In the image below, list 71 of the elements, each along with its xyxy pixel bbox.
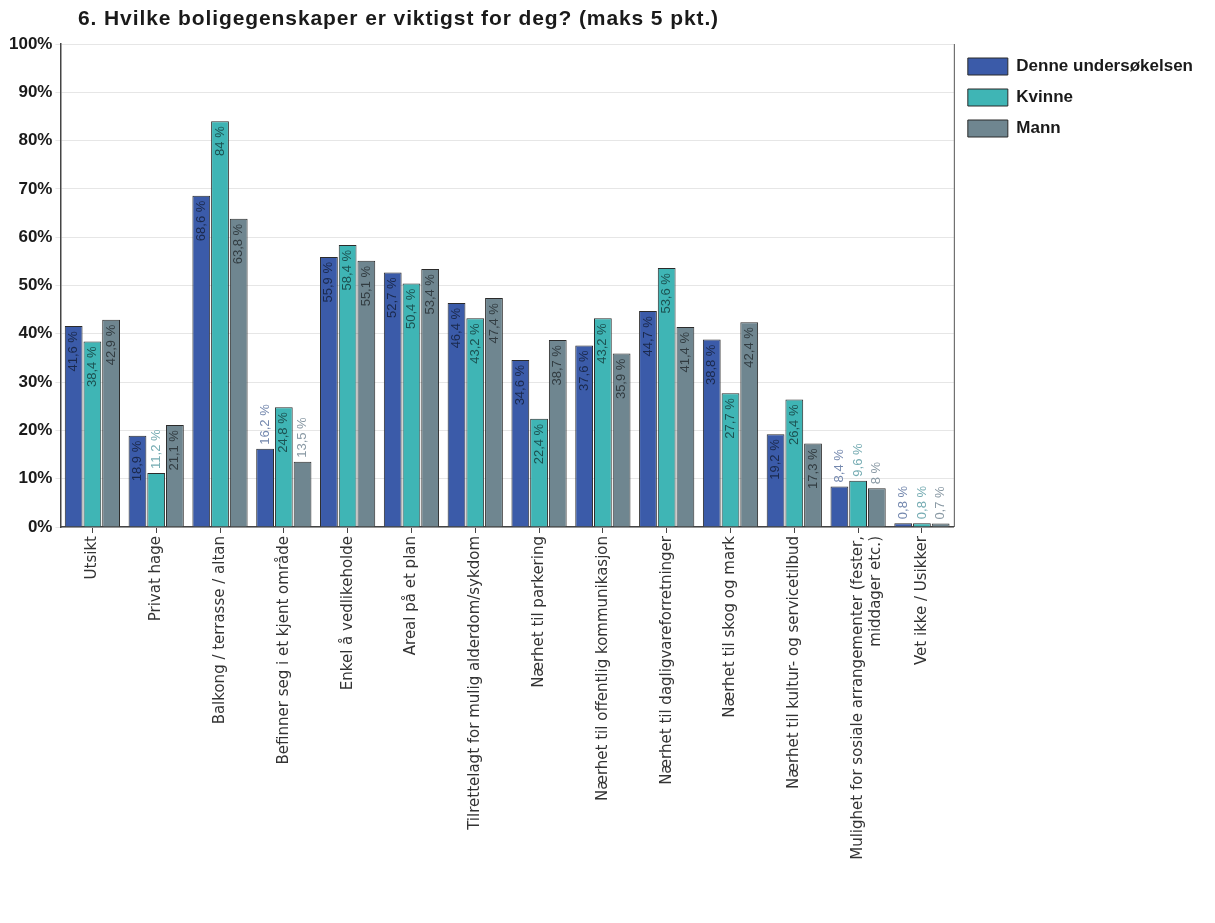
data-label: 55,9 % [320, 261, 336, 303]
data-label: 38,8 % [703, 344, 719, 386]
data-label: 16,2 % [256, 403, 272, 445]
x-tick-label: Nærhet til dagligvareforretninger [656, 535, 675, 785]
y-tick-label: 90% [18, 81, 53, 101]
data-label: 18,9 % [129, 440, 145, 482]
data-label: 17,3 % [804, 448, 820, 489]
x-tick-label: Enkel å vedlikeholde [337, 536, 356, 691]
data-label: 42,9 % [102, 324, 118, 366]
x-tick-label: Nærhet til parkering [528, 536, 547, 688]
data-label: 34,6 % [511, 364, 527, 406]
x-tick-label: Areal på et plan [401, 536, 420, 656]
data-label: 22,4 % [530, 423, 546, 465]
data-label: 68,6 % [192, 200, 208, 242]
data-label: 21,1 % [166, 429, 182, 471]
data-label: 58,4 % [339, 249, 355, 291]
data-label: 43,2 % [594, 322, 610, 364]
x-tick-label: Privat hage [146, 536, 165, 622]
legend-label: Mann [1016, 118, 1061, 138]
data-label: 11,2 % [147, 428, 163, 469]
x-tick-label: Mulighet for sosiale arrangementer (fester, middager etc.) [848, 536, 885, 860]
data-label: 0,7 % [932, 485, 948, 520]
data-label: 35,9 % [613, 358, 629, 400]
x-tick-label: Befinner seg i et kjent område [273, 536, 292, 765]
data-label: 37,6 % [575, 349, 591, 391]
x-tick-label: Tilrettelagt for mulig alderdom/sykdom [465, 536, 484, 831]
data-label: 27,7 % [722, 397, 738, 439]
y-tick-label: 60% [18, 226, 53, 246]
y-tick-label: 10% [18, 468, 53, 488]
data-label: 41,4 % [676, 331, 692, 373]
data-label: 55,1 % [357, 265, 373, 307]
legend-label: Kvinne [1016, 87, 1074, 107]
chart-title: 6. Hvilke boligegenskaper er viktigst for deg? (maks 5 pkt.) [78, 6, 720, 30]
y-tick-label: 20% [18, 420, 53, 440]
data-label: 8 % [868, 461, 884, 485]
data-label: 9,6 % [849, 442, 865, 477]
data-label: 19,2 % [767, 438, 783, 480]
data-label: 43,2 % [466, 322, 482, 364]
data-label: 47,4 % [485, 302, 501, 344]
legend-label: Denne undersøkelsen [1016, 56, 1194, 76]
x-tick-label: Utsikt [82, 535, 101, 580]
data-label: 53,6 % [658, 272, 674, 314]
x-tick-label: Nærhet til skog og mark [720, 535, 739, 718]
y-tick-label: 100% [9, 33, 53, 53]
y-tick-label: 70% [18, 178, 53, 198]
y-tick-label: 30% [18, 371, 53, 391]
y-tick-label: 40% [18, 323, 53, 343]
data-label: 26,4 % [785, 404, 801, 445]
x-tick-label: Nærhet til kultur- og servicetilbud [784, 536, 803, 789]
data-label: 0,8 % [913, 485, 929, 520]
data-label: 63,8 % [230, 223, 246, 265]
data-label: 38,7 % [549, 344, 565, 386]
data-label: 0,8 % [894, 485, 910, 520]
y-tick-label: 50% [18, 275, 53, 295]
x-tick-label: Vet ikke / Usikker [911, 535, 930, 665]
data-label: 53,4 % [421, 273, 437, 315]
data-label: 8,4 % [830, 448, 846, 483]
y-tick-label: 80% [18, 130, 53, 150]
data-label: 52,7 % [384, 277, 400, 318]
data-label: 13,5 % [294, 416, 310, 458]
data-label: 46,4 % [448, 307, 464, 349]
data-label: 41,6 % [65, 330, 81, 372]
data-label: 50,4 % [403, 288, 419, 330]
y-tick-label: 0% [27, 516, 53, 536]
x-tick-label: Nærhet til offentlig kommunikasjon [592, 536, 611, 801]
data-label: 24,8 % [275, 411, 291, 453]
data-label: 42,4 % [740, 326, 756, 368]
data-label: 84 % [211, 125, 227, 156]
x-tick-label: Balkong / terrasse / altan [209, 536, 228, 725]
data-label: 38,4 % [83, 346, 99, 388]
data-label: 44,7 % [639, 315, 655, 357]
